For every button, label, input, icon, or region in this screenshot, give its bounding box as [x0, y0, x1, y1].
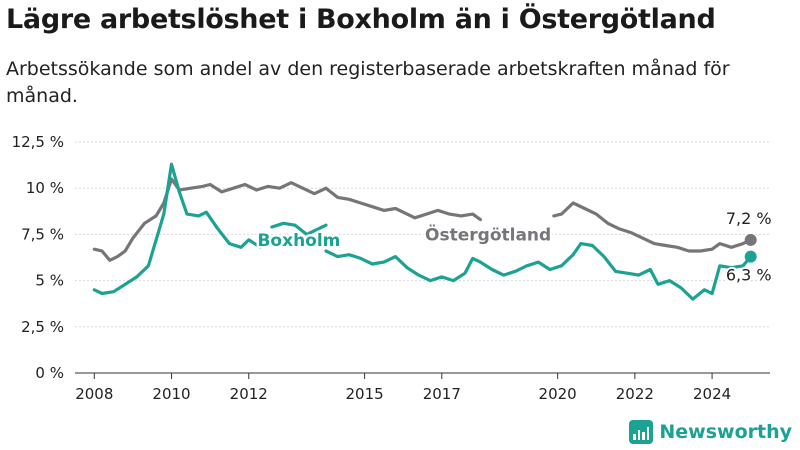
x-tick-label: 2022: [616, 385, 654, 403]
x-tick-label: 2017: [423, 385, 461, 403]
series-labels: 7,2 % 6,3 % Östergötland Boxholm: [255, 207, 774, 287]
series-line-stergtland: [92, 177, 482, 262]
series-end-dot: [744, 233, 757, 246]
y-tick-label: 12,5 %: [12, 133, 64, 151]
x-axis-ticks: 2008 2010 2012 2015 2017 2020 2022 2024: [75, 373, 731, 403]
y-tick-label: 2,5 %: [21, 318, 64, 336]
y-tick-label: 0 %: [35, 364, 64, 382]
series-label-ostergotland: Östergötland: [425, 223, 551, 245]
x-tick-label: 2020: [539, 385, 577, 403]
series-line-stergtland: [552, 201, 753, 253]
x-tick-label: 2012: [230, 385, 268, 403]
x-tick-label: 2024: [693, 385, 731, 403]
chart-subtitle: Arbetssökande som andel av den registerb…: [6, 58, 730, 107]
grid-lines: [75, 141, 770, 374]
bar-chart-icon: [629, 420, 654, 444]
y-tick-label: 5 %: [35, 272, 64, 290]
y-tick-label: 7,5 %: [21, 225, 64, 243]
x-tick-label: 2015: [345, 385, 383, 403]
series-end-value-label: 6,3 %: [726, 266, 772, 285]
series-line-boxholm: [92, 162, 262, 296]
series-lines: [92, 162, 757, 301]
y-tick-label: 10 %: [26, 179, 64, 197]
x-tick-label: 2008: [75, 385, 113, 403]
series-label-boxholm: Boxholm: [257, 231, 340, 251]
y-axis-ticks: 0 % 2,5 % 5 % 7,5 % 10 % 12,5 %: [12, 133, 64, 382]
series-line-boxholm: [270, 221, 328, 236]
x-tick-label: 2010: [152, 385, 190, 403]
series-end-dot: [744, 250, 757, 263]
chart-title: Lägre arbetslöshet i Boxholm än i Österg…: [6, 4, 716, 35]
series-end-value-label: 7,2 %: [726, 209, 772, 228]
series-line-boxholm: [324, 242, 753, 301]
brand-name: Newsworthy: [659, 421, 792, 443]
newsworthy-logo: Newsworthy: [629, 420, 792, 444]
